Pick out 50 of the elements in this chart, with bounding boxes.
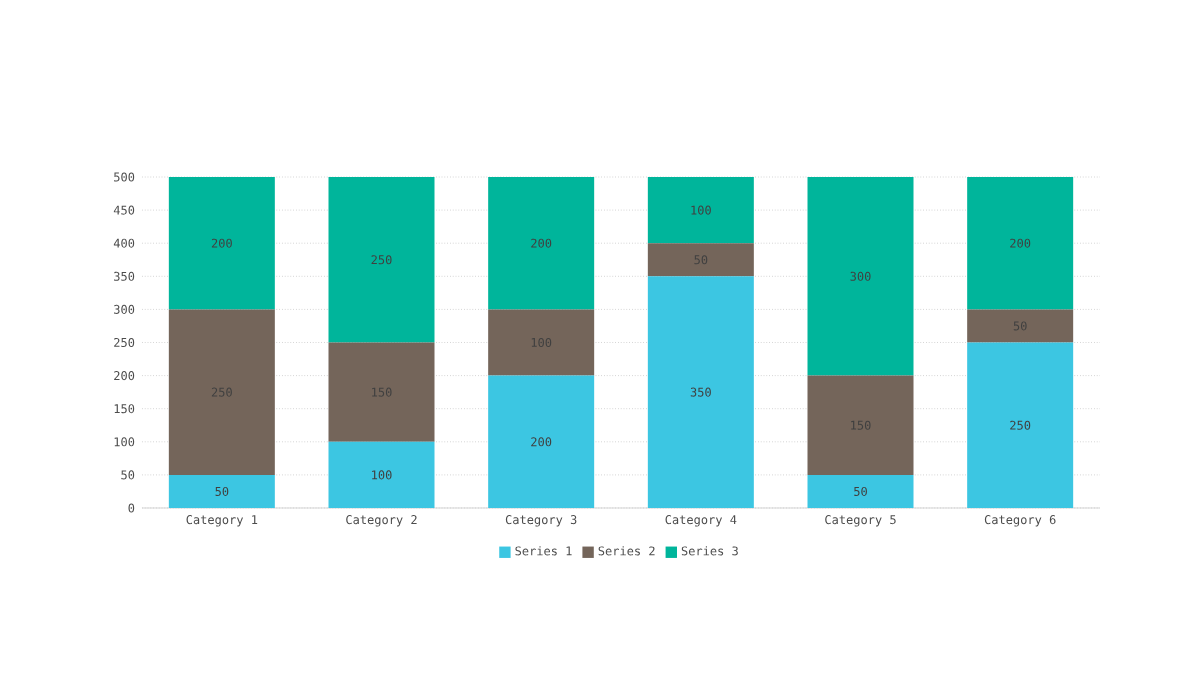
bar [488,309,595,376]
bar [168,474,275,508]
y-tick-label: 450 [113,205,135,215]
x-tick-label: Category 6 [984,515,1056,527]
data-label: 100 [691,205,711,215]
bar [328,441,435,508]
bar [967,177,1074,310]
bar [807,474,914,508]
legend-label: Series 1 [515,546,572,556]
data-label: 100 [372,470,392,480]
y-tick-label: 350 [114,271,135,281]
y-tick-label: 150 [114,404,135,414]
bar [647,243,754,277]
bar [807,177,914,376]
data-label: 200 [531,437,552,447]
data-label: 250 [1010,420,1031,430]
bar [807,375,914,475]
y-tick-label: 200 [114,371,135,381]
data-label: 200 [531,238,552,248]
bar [647,177,754,244]
bar [967,309,1074,343]
data-label: 250 [371,255,392,265]
legend-label: Series 2 [598,546,655,556]
x-tick-label: Category 4 [665,515,737,527]
bar [328,177,435,343]
x-tick-label: Category 3 [505,515,577,527]
bar [967,342,1074,508]
y-tick-label: 100 [114,437,135,447]
data-label: 50 [854,486,867,496]
y-tick-label: 300 [114,304,135,314]
bar [488,177,595,310]
bar [168,177,275,310]
y-tick-label: 50 [121,470,135,480]
data-label: 200 [211,238,232,248]
y-tick-label: 500 [114,172,135,182]
x-tick-label: Category 1 [186,515,258,527]
data-label: 350 [690,387,711,397]
bar [328,342,435,442]
y-tick-label: 0 [128,503,135,513]
x-tick-label: Category 5 [825,515,896,527]
data-label: 300 [850,271,871,281]
x-tick-label: Category 2 [346,515,417,527]
y-tick-label: 400 [113,238,135,248]
data-label: 200 [1010,238,1031,248]
data-label: 50 [215,486,229,496]
bar [647,276,754,508]
bar [168,309,275,475]
bar [488,375,595,508]
y-tick-label: 250 [114,337,135,348]
legend-label: Series 3 [681,546,738,556]
